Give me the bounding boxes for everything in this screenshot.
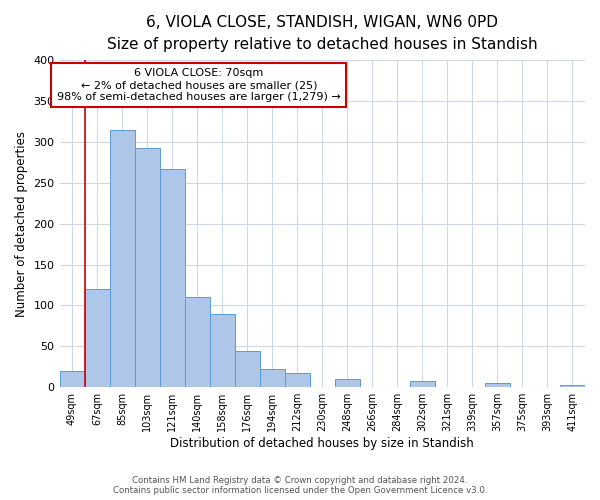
Bar (209, 314, 235, 387)
Text: Contains HM Land Registry data © Crown copyright and database right 2024.
Contai: Contains HM Land Registry data © Crown c… (113, 476, 487, 495)
Bar (59, 371, 85, 387)
Title: 6, VIOLA CLOSE, STANDISH, WIGAN, WN6 0PD
Size of property relative to detached h: 6, VIOLA CLOSE, STANDISH, WIGAN, WN6 0PD… (107, 15, 538, 52)
Bar (410, 382, 435, 387)
Bar (160, 169, 185, 387)
Bar (110, 130, 134, 387)
Y-axis label: Number of detached properties: Number of detached properties (15, 131, 28, 317)
Text: 6 VIOLA CLOSE: 70sqm
← 2% of detached houses are smaller (25)
98% of semi-detach: 6 VIOLA CLOSE: 70sqm ← 2% of detached ho… (57, 68, 341, 102)
Bar (285, 374, 310, 387)
Bar (560, 385, 585, 387)
X-axis label: Distribution of detached houses by size in Standish: Distribution of detached houses by size … (170, 437, 474, 450)
Bar (134, 148, 160, 387)
Bar (185, 298, 209, 387)
Bar (235, 351, 260, 387)
Bar (485, 383, 510, 387)
Bar (260, 369, 285, 387)
Bar (85, 289, 110, 387)
Bar (335, 379, 360, 387)
